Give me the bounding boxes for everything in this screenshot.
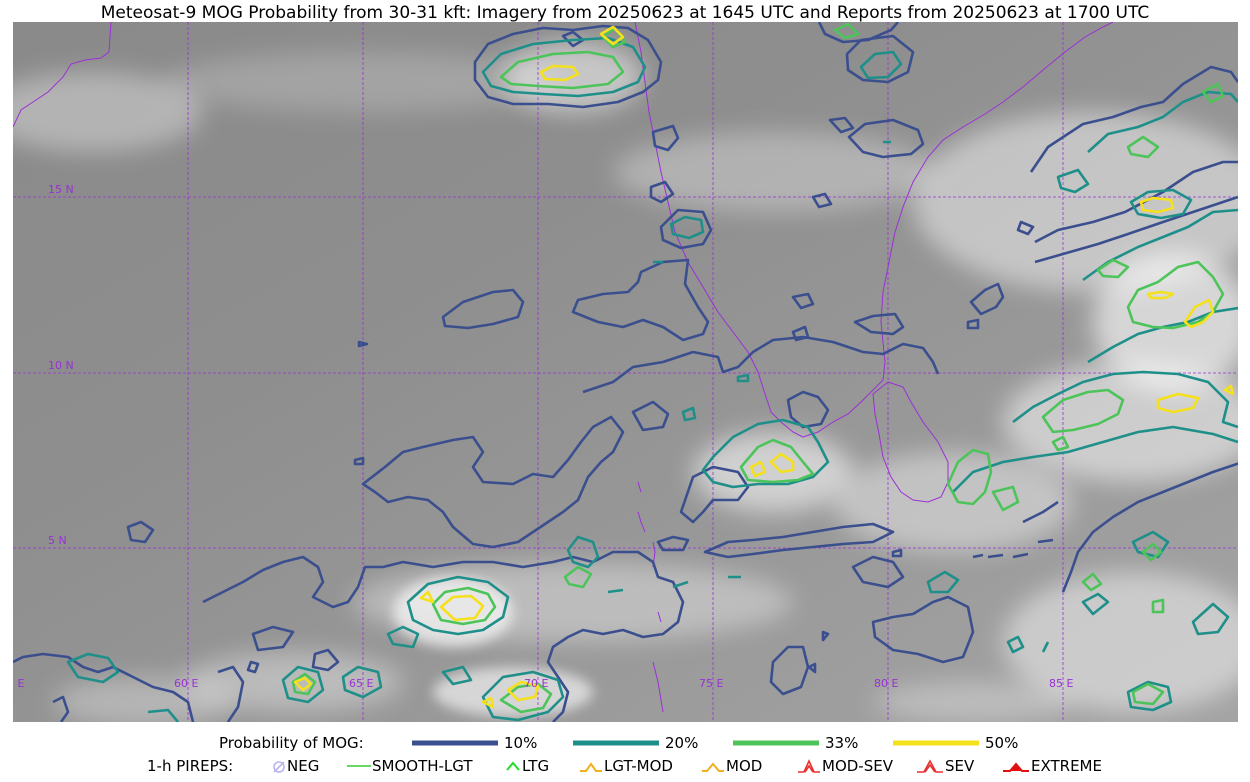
lat-label-15n: 15 N (48, 183, 74, 196)
line-swatch-33pct (733, 740, 819, 746)
legend-item-10pct: 10% (410, 733, 537, 753)
pirep-label-smooth-lgt: SMOOTH-LGT (372, 757, 473, 775)
lon-label-70e: 70 E (524, 677, 548, 690)
contours-33pct (291, 22, 1225, 714)
line-swatch-20pct (573, 740, 659, 746)
pirep-legend: 1-h PIREPS: NEG SMOOTH-LGT LTG LGT-MOD M… (0, 756, 1250, 776)
pirep-label-sev: SEV (945, 757, 975, 775)
legend-item-33pct: 33% (731, 733, 858, 753)
pirep-label-extreme: EXTREME (1031, 757, 1102, 775)
pirep-label-mod-sev: MOD-SEV (822, 757, 893, 775)
legend-label-33pct: 33% (825, 734, 859, 752)
lon-label-75e: 75 E (699, 677, 723, 690)
lon-label-85e: 85 E (1049, 677, 1073, 690)
contours-20pct (66, 36, 1238, 722)
coastlines (13, 22, 1114, 713)
pirep-item-mod-sev: MOD-SEV (796, 756, 893, 776)
line-swatch-50pct (893, 740, 979, 746)
lon-label-60e: 60 E (174, 677, 198, 690)
lon-label-80e: 80 E (874, 677, 898, 690)
legend-label-10pct: 10% (504, 734, 538, 752)
map-title: Meteosat-9 MOG Probability from 30-31 kf… (100, 3, 1150, 23)
pirep-legend-title: 1-h PIREPS: (147, 757, 234, 775)
legend-label-50pct: 50% (985, 734, 1019, 752)
extreme-icon (1003, 762, 1029, 772)
lgt-mod-icon (580, 762, 602, 772)
mod-sev-icon (798, 759, 820, 773)
pirep-item-ltg: LTG (504, 756, 549, 776)
contours-10pct (13, 22, 1238, 722)
ltg-icon (506, 761, 520, 771)
legend-item-20pct: 20% (571, 733, 698, 753)
legend-label-20pct: 20% (665, 734, 699, 752)
pirep-label-ltg: LTG (522, 757, 550, 775)
lat-label-10n: 10 N (48, 359, 74, 372)
neg-icon (273, 761, 285, 773)
pirep-item-smooth-lgt: SMOOTH-LGT (346, 756, 473, 776)
pirep-label-mod: MOD (726, 757, 763, 775)
probability-legend-title: Probability of MOG: (219, 734, 364, 752)
line-swatch-10pct (412, 740, 498, 746)
pirep-item-neg: NEG (271, 756, 319, 776)
legend-item-50pct: 50% (891, 733, 1018, 753)
lon-label-55e: 55 E (13, 677, 24, 690)
smooth-lgt-icon (347, 765, 371, 767)
lat-label-5n: 5 N (48, 534, 67, 547)
mod-icon (702, 762, 724, 772)
satellite-map: 15 N 10 N 5 N 55 E 60 E 65 E 70 E 75 E 8… (13, 22, 1238, 722)
pirep-item-extreme: EXTREME (1001, 756, 1102, 776)
probability-legend: Probability of MOG: 10% 20% 33% 50% (0, 733, 1250, 753)
pirep-item-mod: MOD (700, 756, 762, 776)
lon-label-65e: 65 E (349, 677, 373, 690)
pirep-item-sev: SEV (915, 756, 974, 776)
sev-icon (917, 759, 943, 773)
contours-50pct (293, 25, 1235, 709)
pirep-label-lgt-mod: LGT-MOD (604, 757, 673, 775)
pirep-item-lgt-mod: LGT-MOD (578, 756, 673, 776)
pirep-label-neg: NEG (287, 757, 320, 775)
